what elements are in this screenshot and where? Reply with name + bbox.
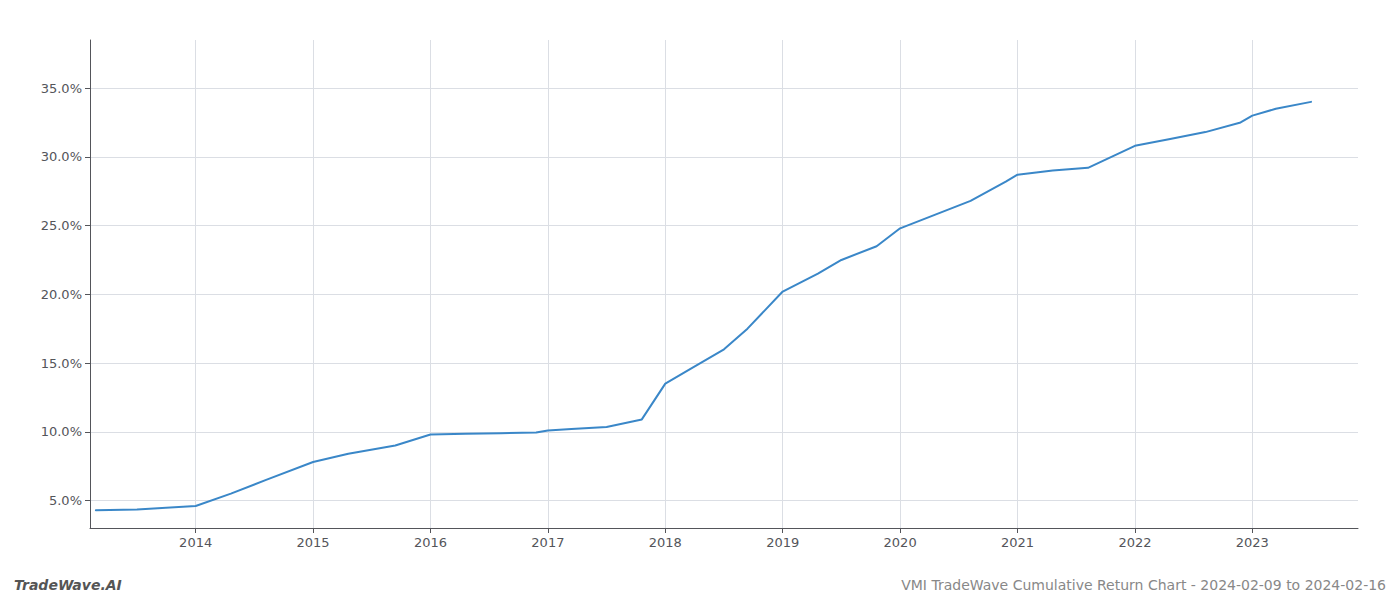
svg-text:5.0%: 5.0% [49, 493, 82, 508]
svg-text:2018: 2018 [649, 535, 682, 550]
svg-text:25.0%: 25.0% [41, 218, 82, 233]
svg-text:2016: 2016 [414, 535, 447, 550]
svg-text:2014: 2014 [179, 535, 212, 550]
svg-text:2020: 2020 [884, 535, 917, 550]
svg-text:35.0%: 35.0% [41, 81, 82, 96]
svg-text:2022: 2022 [1118, 535, 1151, 550]
svg-text:15.0%: 15.0% [41, 356, 82, 371]
svg-text:2015: 2015 [297, 535, 330, 550]
svg-text:2023: 2023 [1236, 535, 1269, 550]
svg-text:20.0%: 20.0% [41, 287, 82, 302]
svg-text:30.0%: 30.0% [41, 149, 82, 164]
svg-text:TradeWave.AI: TradeWave.AI [14, 577, 122, 593]
svg-text:2021: 2021 [1001, 535, 1034, 550]
svg-text:10.0%: 10.0% [41, 424, 82, 439]
svg-text:2017: 2017 [531, 535, 564, 550]
svg-text:2019: 2019 [766, 535, 799, 550]
svg-text:VMI TradeWave Cumulative Retur: VMI TradeWave Cumulative Return Chart - … [901, 577, 1386, 593]
